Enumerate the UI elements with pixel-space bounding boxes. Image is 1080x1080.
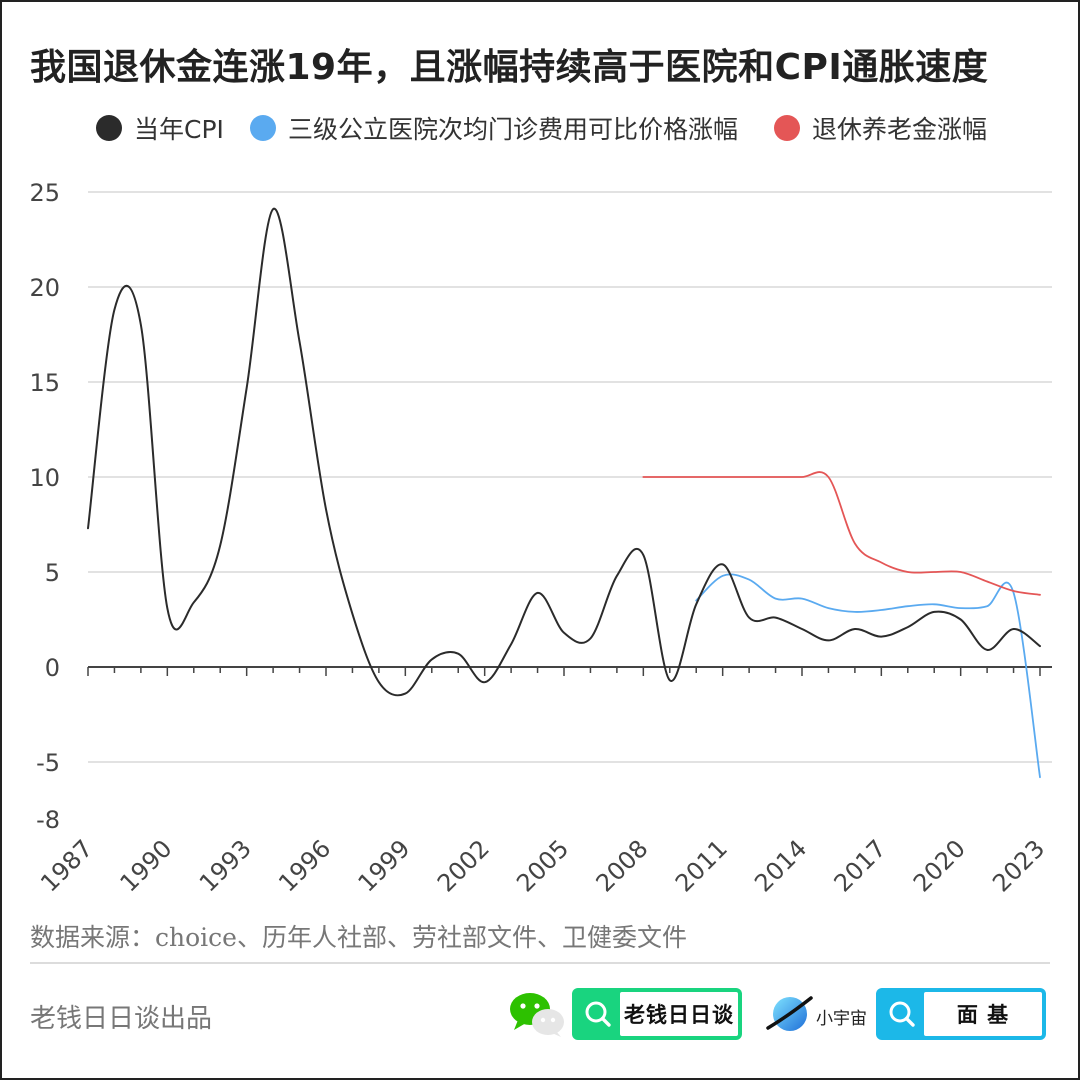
x-tick-label: 1993 bbox=[194, 834, 257, 897]
search-badge-text: 老钱日日谈 bbox=[620, 992, 738, 1036]
y-tick-label: 20 bbox=[29, 274, 60, 302]
legend-item-cpi: 当年CPI bbox=[96, 108, 224, 148]
y-tick-label: 25 bbox=[29, 179, 60, 207]
x-tick-label: 1987 bbox=[35, 834, 98, 897]
producer-credit: 老钱日日谈出品 bbox=[30, 1004, 213, 1034]
legend-item-pension: 退休养老金涨幅 bbox=[774, 108, 987, 148]
data-source-note: 数据来源：choice、历年人社部、劳社部文件、卫健委文件 bbox=[30, 923, 687, 952]
x-tick-label: 2002 bbox=[432, 834, 495, 897]
x-tick-label: 2014 bbox=[749, 834, 812, 897]
legend-dot-hospital bbox=[250, 115, 276, 141]
hospital-cost-series-line bbox=[695, 573, 1041, 779]
search-badge-text: 面 基 bbox=[924, 992, 1042, 1036]
x-tick-label: 2011 bbox=[670, 834, 733, 897]
legend-dot-pension bbox=[774, 115, 800, 141]
legend-item-hospital: 三级公立医院次均门诊费用可比价格涨幅 bbox=[250, 108, 738, 148]
search-icon bbox=[576, 992, 620, 1036]
planet-icon bbox=[766, 996, 813, 1031]
x-tick-label: 1990 bbox=[115, 834, 178, 897]
chart-title: 我国退休金连涨19年，且涨幅持续高于医院和CPI通胀速度 bbox=[30, 47, 989, 88]
podcast-label: 小宇宙 bbox=[816, 1009, 867, 1029]
x-tick-label: 2017 bbox=[829, 834, 892, 897]
y-tick-label: 15 bbox=[29, 369, 60, 397]
search-badge-laoqian[interactable]: 老钱日日谈 bbox=[572, 988, 742, 1040]
cpi-series-line bbox=[87, 208, 1041, 697]
footer-divider bbox=[30, 962, 1050, 964]
legend-label-pension: 退休养老金涨幅 bbox=[812, 115, 988, 144]
search-badge-mianji[interactable]: 面 基 bbox=[876, 988, 1046, 1040]
legend-label-hospital: 三级公立医院次均门诊费用可比价格涨幅 bbox=[288, 115, 739, 144]
pension-series-line bbox=[642, 471, 1041, 596]
legend-dot-cpi bbox=[96, 115, 122, 141]
y-tick-label: -8 bbox=[36, 806, 60, 834]
y-tick-label: 10 bbox=[29, 464, 60, 492]
x-tick-label: 2023 bbox=[987, 834, 1050, 897]
x-tick-label: 1996 bbox=[273, 834, 336, 897]
x-tick-label: 2008 bbox=[591, 834, 654, 897]
y-tick-label: -5 bbox=[36, 749, 60, 777]
legend-label-cpi: 当年CPI bbox=[134, 115, 224, 144]
y-tick-label: 5 bbox=[45, 559, 60, 587]
legend: 当年CPI 三级公立医院次均门诊费用可比价格涨幅 退休养老金涨幅 bbox=[0, 108, 1080, 148]
search-icon bbox=[880, 992, 924, 1036]
x-tick-label: 2020 bbox=[908, 834, 971, 897]
wechat-icon bbox=[510, 993, 564, 1037]
x-tick-label: 2005 bbox=[511, 834, 574, 897]
x-tick-label: 1999 bbox=[353, 834, 416, 897]
y-tick-label: 0 bbox=[45, 654, 60, 682]
